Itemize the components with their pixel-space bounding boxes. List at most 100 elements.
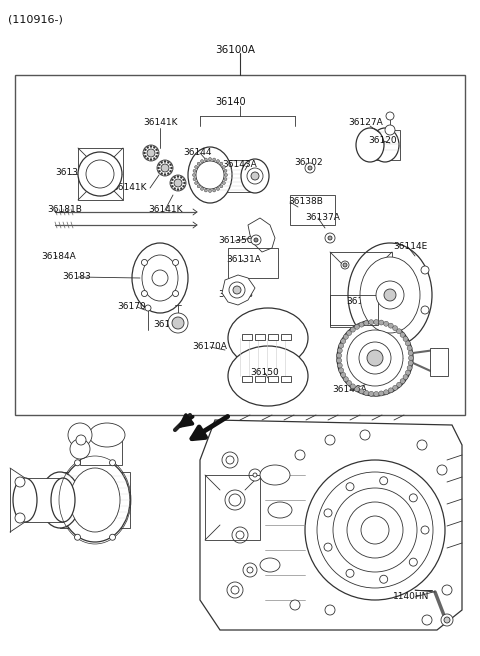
Text: 36183: 36183 <box>62 272 91 281</box>
Bar <box>228 248 278 278</box>
Text: 36135C: 36135C <box>218 236 253 245</box>
Text: 36140: 36140 <box>215 97 246 107</box>
Bar <box>242 334 252 340</box>
Circle shape <box>421 306 429 314</box>
Ellipse shape <box>241 159 269 193</box>
Circle shape <box>164 161 166 163</box>
Text: 36127A: 36127A <box>348 118 383 127</box>
Circle shape <box>142 291 147 297</box>
Bar <box>78 148 123 200</box>
Circle shape <box>359 322 364 327</box>
Circle shape <box>180 188 182 190</box>
Circle shape <box>346 483 354 491</box>
Circle shape <box>193 169 196 173</box>
Text: 36112H: 36112H <box>346 297 382 306</box>
Circle shape <box>350 384 355 389</box>
Circle shape <box>147 149 155 157</box>
Circle shape <box>364 390 369 396</box>
Circle shape <box>421 526 429 534</box>
Bar <box>15 75 465 415</box>
Bar <box>281 376 291 382</box>
Circle shape <box>393 385 397 390</box>
Circle shape <box>369 391 374 396</box>
Bar <box>370 130 400 160</box>
Bar <box>240 338 296 376</box>
Circle shape <box>380 477 388 485</box>
Circle shape <box>396 329 402 334</box>
Circle shape <box>182 185 185 187</box>
Polygon shape <box>200 420 462 630</box>
Circle shape <box>142 259 147 266</box>
Circle shape <box>161 164 169 172</box>
Circle shape <box>216 188 219 190</box>
Text: 36182: 36182 <box>153 320 181 329</box>
Circle shape <box>74 460 81 466</box>
Bar <box>268 334 278 340</box>
Circle shape <box>317 472 433 588</box>
Circle shape <box>156 155 157 157</box>
Circle shape <box>222 182 225 184</box>
Circle shape <box>147 157 149 159</box>
Circle shape <box>172 291 179 297</box>
Circle shape <box>380 575 388 583</box>
Text: 36120: 36120 <box>368 136 396 145</box>
Text: 1140HN: 1140HN <box>393 592 430 601</box>
Text: 36141K: 36141K <box>143 118 178 127</box>
Circle shape <box>224 169 227 173</box>
Circle shape <box>400 333 405 337</box>
Circle shape <box>222 452 238 468</box>
Circle shape <box>152 270 168 286</box>
Ellipse shape <box>89 423 125 447</box>
Text: 36100A: 36100A <box>215 45 255 55</box>
Circle shape <box>324 543 332 551</box>
Circle shape <box>409 558 417 566</box>
Text: 36141K: 36141K <box>112 183 146 192</box>
Text: 36143A: 36143A <box>222 160 257 169</box>
Circle shape <box>406 341 410 346</box>
Circle shape <box>213 189 216 192</box>
Circle shape <box>233 286 241 294</box>
Ellipse shape <box>260 558 280 572</box>
Circle shape <box>172 317 184 329</box>
Circle shape <box>180 176 182 178</box>
Text: 36130B: 36130B <box>218 290 253 299</box>
Circle shape <box>350 327 355 332</box>
Circle shape <box>145 305 151 311</box>
Circle shape <box>171 178 173 181</box>
Bar <box>242 376 252 382</box>
Ellipse shape <box>260 465 290 485</box>
Circle shape <box>364 321 369 325</box>
Circle shape <box>308 166 312 170</box>
Circle shape <box>143 145 159 161</box>
Circle shape <box>346 569 354 577</box>
Ellipse shape <box>40 472 80 528</box>
Circle shape <box>251 172 259 180</box>
Circle shape <box>177 176 179 178</box>
Ellipse shape <box>142 255 178 301</box>
Circle shape <box>196 161 224 189</box>
Circle shape <box>144 155 146 157</box>
Circle shape <box>359 389 364 394</box>
Circle shape <box>182 178 185 181</box>
Circle shape <box>385 125 395 135</box>
Ellipse shape <box>70 468 120 532</box>
Circle shape <box>337 320 413 396</box>
Circle shape <box>249 469 261 481</box>
Text: 36139: 36139 <box>55 168 84 177</box>
Circle shape <box>367 350 383 366</box>
Circle shape <box>169 164 172 166</box>
Circle shape <box>174 179 182 187</box>
Text: 36137A: 36137A <box>305 213 340 222</box>
Text: 36138B: 36138B <box>288 197 323 206</box>
Circle shape <box>231 586 239 594</box>
Circle shape <box>417 440 427 450</box>
Bar <box>255 376 265 382</box>
Circle shape <box>339 368 344 373</box>
Circle shape <box>408 356 413 361</box>
Circle shape <box>341 338 346 344</box>
Circle shape <box>360 430 370 440</box>
Circle shape <box>253 473 257 477</box>
Circle shape <box>171 185 173 187</box>
Ellipse shape <box>360 257 420 333</box>
Circle shape <box>386 112 394 120</box>
